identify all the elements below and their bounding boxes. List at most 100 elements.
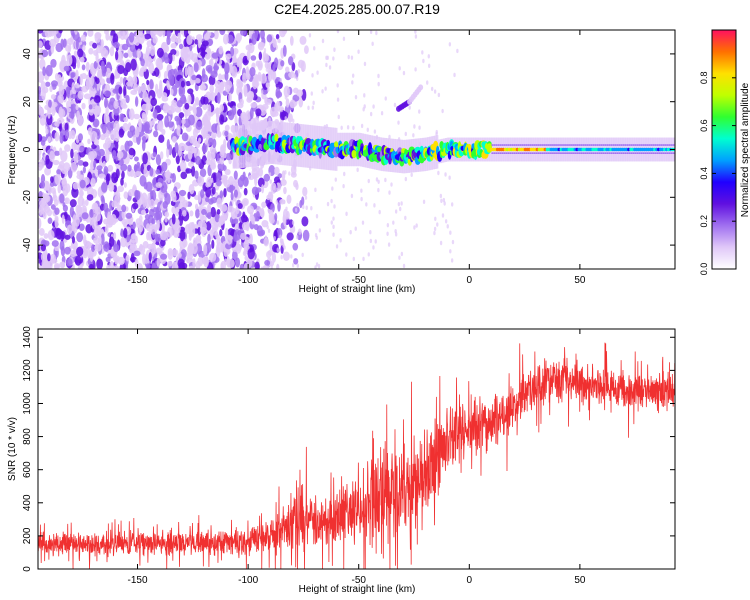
spectrogram-noise-cell — [130, 76, 134, 88]
spectrogram-line-edge — [567, 144, 569, 146]
spectrogram-line-edge — [606, 144, 609, 146]
spectrogram-noise-cell — [433, 226, 437, 232]
spectrogram-noise-cell — [228, 176, 235, 186]
spectrogram-noise-cell — [224, 130, 229, 137]
spectrogram-noise-cell — [310, 91, 313, 96]
spectrogram-line-edge — [519, 152, 522, 154]
snr-y-label: SNR (10 * v/v) — [7, 417, 18, 481]
spectrogram-noise-cell — [202, 96, 209, 105]
spectrogram-noise-cell — [86, 240, 91, 250]
spectrogram-noise-cell — [180, 171, 188, 180]
spectrogram-noise-cell — [283, 85, 290, 98]
spectrogram-line-edge — [608, 144, 611, 146]
spectrogram-noise-cell — [387, 242, 391, 247]
spectrogram-noise-cell — [220, 260, 226, 269]
spectrogram-noise-cell — [112, 255, 120, 262]
spectrogram-noise-cell — [57, 184, 62, 194]
spectrogram-noise-cell — [100, 195, 105, 203]
spectrogram-noise-cell — [49, 181, 55, 187]
spectrogram-noise-cell — [150, 226, 158, 236]
spectrogram-noise-cell — [42, 86, 49, 94]
spectrogram-noise-cell — [290, 70, 294, 75]
spectrogram-noise-cell — [178, 189, 187, 197]
spectrogram-line-edge — [652, 152, 655, 154]
spectrogram-noise-cell — [121, 218, 128, 226]
spectrogram-noise-cell — [45, 181, 50, 191]
spectrogram-line-edge — [521, 152, 524, 154]
spectrogram-noise-cell — [293, 179, 299, 188]
spectrogram-noise-cell — [342, 183, 345, 189]
spectrogram-noise-cell — [214, 107, 222, 115]
spectrogram-noise-cell — [63, 162, 71, 172]
spectrogram-line-edge — [547, 144, 549, 146]
spectrogram-noise-cell — [110, 213, 117, 226]
spectrogram-noise-cell — [252, 77, 258, 90]
colorbar-axes: 0.0 0.2 0.4 0.6 0.8 — [699, 72, 736, 275]
spectrogram-noise-cell — [304, 195, 308, 200]
spectrogram-noise-cell — [194, 98, 199, 106]
spectrogram-noise-cell — [72, 182, 79, 190]
spectrogram-line-edge — [533, 144, 536, 146]
spectrogram-noise-cell — [162, 102, 170, 114]
spectrogram-noise-cell — [79, 73, 83, 86]
spectrogram-noise-cell — [93, 61, 98, 69]
spectrogram-noise-cell — [75, 38, 79, 50]
spectrogram-noise-cell — [201, 40, 209, 47]
spectrogram-line-edge — [537, 144, 540, 146]
spectrogram-line-edge — [580, 144, 583, 146]
spectrogram-noise-cell — [443, 201, 446, 206]
spectrogram-line-cell — [274, 133, 279, 142]
spectrogram-noise-cell — [90, 130, 98, 142]
spectrogram-noise-cell — [279, 234, 282, 239]
spectrogram-noise-cell — [118, 86, 123, 95]
spectrogram-noise-cell — [330, 220, 333, 225]
spectrogram-noise-cell — [220, 204, 228, 212]
spectrogram-noise-cell — [132, 202, 139, 210]
spectrogram-noise-cell — [92, 118, 100, 128]
spectrogram-noise-cell — [377, 187, 380, 193]
spectrogram-noise-cell — [450, 202, 454, 207]
spectrogram-y-tick-label: 0 — [22, 146, 33, 152]
spectrogram-noise-cell — [105, 106, 109, 116]
spectrogram-noise-cell — [175, 155, 180, 165]
spectrogram-noise-cell — [174, 142, 179, 153]
spectrogram-noise-cell — [275, 199, 278, 205]
spectrogram-noise-cell — [121, 43, 129, 51]
spectrogram-noise-cell — [293, 258, 299, 265]
spectrogram-line-edge — [632, 152, 635, 154]
spectrogram-noise-cell — [277, 38, 280, 43]
spectrogram-noise-cell — [377, 73, 380, 79]
spectrogram-noise-cell — [210, 206, 216, 218]
spectrogram-noise-cell — [352, 125, 355, 131]
spectrogram-line-edge — [648, 144, 651, 146]
spectrogram-noise-cell — [298, 95, 304, 108]
spectrogram-noise-cell — [131, 233, 136, 240]
spectrogram-line-edge — [654, 144, 657, 146]
spectrogram-line-edge — [505, 152, 508, 154]
spectrogram-line-edge — [527, 144, 530, 146]
spectrogram-noise-cell — [219, 81, 225, 91]
spectrogram-line-edge — [598, 152, 601, 154]
spectrogram-line-edge — [549, 152, 551, 154]
spectrogram-noise-cell — [243, 87, 248, 98]
spectrogram-noise-cell — [158, 134, 165, 143]
spectrogram-noise-cell — [318, 228, 322, 233]
spectrogram-y-tick-label: 20 — [22, 96, 33, 108]
spectrogram-noise-cell — [137, 32, 145, 45]
spectrogram-noise-cell — [287, 56, 294, 66]
spectrogram-noise-cell — [45, 154, 50, 165]
spectrogram-noise-cell — [201, 74, 209, 83]
spectrogram-noise-cell — [222, 138, 227, 150]
spectrogram-line-edge — [571, 144, 573, 146]
spectrogram-noise-cell — [284, 116, 287, 121]
spectrogram-line-edge — [636, 152, 639, 154]
spectrogram-noise-cell — [70, 72, 75, 79]
spectrogram-noise-cell — [456, 48, 459, 54]
spectrogram-noise-cell — [247, 205, 255, 215]
spectrogram-noise-cell — [260, 207, 265, 219]
spectrogram-noise-cell — [59, 231, 66, 240]
spectrogram-noise-cell — [216, 124, 220, 135]
spectrogram-noise-cell — [265, 67, 269, 72]
spectrogram-noise-cell — [182, 209, 187, 217]
spectrogram-noise-cell — [130, 252, 135, 263]
